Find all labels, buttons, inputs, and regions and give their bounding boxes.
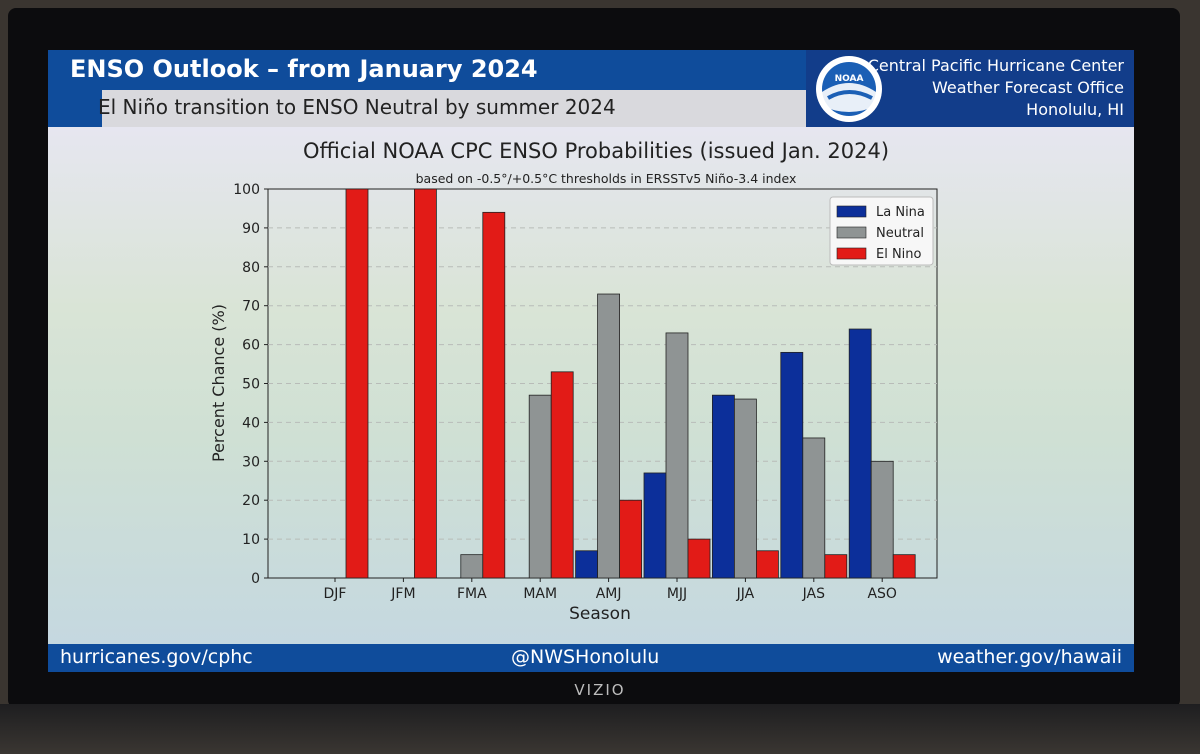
y-tick-label: 0 — [251, 571, 260, 587]
chart-subtitle: based on -0.5°/+0.5°C thresholds in ERSS… — [416, 171, 797, 186]
y-tick-label: 90 — [242, 221, 260, 237]
x-tick-label: JFM — [390, 586, 415, 602]
y-tick-label: 40 — [242, 415, 260, 431]
office-block: NOAA Central Pacific Hurricane Center We… — [806, 50, 1134, 127]
subtitle-bar — [102, 90, 806, 127]
office-name: Central Pacific Hurricane Center Weather… — [868, 55, 1124, 121]
bar-el-nino-jja — [756, 550, 779, 579]
office-line-1: Central Pacific Hurricane Center — [867, 56, 1124, 75]
slide: ENSO Outlook – from January 2024 El Niño… — [48, 50, 1134, 672]
x-tick-label: MAM — [523, 586, 557, 602]
bar-neutral-aso — [870, 460, 894, 579]
slide-subtitle: El Niño transition to ENSO Neutral by su… — [98, 95, 616, 119]
legend-label: El Nino — [876, 247, 922, 262]
bar-el-nino-aso — [892, 554, 916, 579]
bar-neutral-amj — [597, 293, 620, 579]
enso-probability-chart: Official NOAA CPC ENSO Probabilities (is… — [209, 139, 938, 624]
bar-neutral-jja — [734, 398, 757, 579]
y-tick-label: 10 — [242, 532, 260, 548]
bar-el-nino-fma — [482, 211, 506, 579]
y-tick-label: 20 — [242, 493, 260, 509]
bars — [345, 188, 916, 579]
x-tick-label: DJF — [324, 586, 347, 602]
chart-panel: Official NOAA CPC ENSO Probabilities (is… — [48, 127, 1134, 644]
legend-swatch — [836, 247, 867, 260]
bar-la-nina-aso — [848, 328, 872, 579]
tv-stand — [0, 704, 1200, 754]
noaa-nws-logo-icon: NOAA — [816, 56, 882, 122]
slide-title: ENSO Outlook – from January 2024 — [70, 55, 538, 83]
logo-text: NOAA — [835, 74, 864, 84]
x-tick-label: FMA — [457, 586, 487, 602]
legend-swatch — [836, 205, 867, 218]
x-tick-label: JAS — [802, 586, 825, 602]
legend-label: La Nina — [876, 205, 925, 220]
legend-label: Neutral — [876, 226, 924, 241]
y-axis: 0 10 20 30 40 50 60 70 80 90 100 — [233, 182, 268, 587]
y-tick-label: 80 — [242, 260, 260, 276]
office-line-3: Honolulu, HI — [1026, 100, 1124, 119]
y-tick-label: 50 — [242, 377, 260, 393]
y-axis-label: Percent Chance (%) — [209, 304, 228, 462]
bar-neutral-jas — [802, 437, 826, 579]
bar-el-nino-djf — [345, 188, 369, 579]
footer-left-link[interactable]: hurricanes.gov/cphc — [60, 646, 253, 668]
y-tick-label: 70 — [242, 299, 260, 315]
y-tick-label: 60 — [242, 338, 260, 354]
office-line-2: Weather Forecast Office — [932, 78, 1124, 97]
x-axis: DJF JFM FMA MAM AMJ MJJ JJA JAS ASO — [324, 578, 897, 602]
bar-la-nina-amj — [575, 550, 598, 579]
slide-footer: hurricanes.gov/cphc @NWSHonolulu weather… — [48, 644, 1134, 672]
bar-el-nino-jfm — [413, 188, 437, 579]
chart-title: Official NOAA CPC ENSO Probabilities (is… — [303, 139, 889, 163]
x-tick-label: MJJ — [667, 586, 687, 602]
bar-neutral-fma — [460, 554, 484, 579]
bar-el-nino-mjj — [687, 538, 711, 579]
bar-el-nino-jas — [824, 554, 848, 579]
slide-header: ENSO Outlook – from January 2024 El Niño… — [48, 50, 1134, 127]
bar-la-nina-jja — [712, 394, 735, 579]
bar-neutral-mam — [528, 394, 552, 579]
bar-el-nino-mam — [550, 371, 574, 579]
x-axis-label: Season — [569, 604, 631, 624]
tv-brand: VIZIO — [574, 681, 626, 699]
y-tick-label: 100 — [233, 182, 260, 198]
bar-el-nino-amj — [619, 499, 642, 579]
y-tick-label: 30 — [242, 454, 260, 470]
bar-neutral-mjj — [665, 332, 689, 579]
footer-right-link[interactable]: weather.gov/hawaii — [937, 646, 1122, 668]
x-tick-label: AMJ — [596, 586, 622, 602]
bar-la-nina-mjj — [643, 472, 667, 579]
footer-center-handle[interactable]: @NWSHonolulu — [511, 646, 660, 668]
x-tick-label: ASO — [867, 586, 896, 602]
legend: La Nina Neutral El Nino — [829, 196, 934, 266]
legend-swatch — [836, 226, 867, 239]
x-tick-label: JJA — [736, 586, 755, 602]
bar-la-nina-jas — [780, 351, 804, 579]
